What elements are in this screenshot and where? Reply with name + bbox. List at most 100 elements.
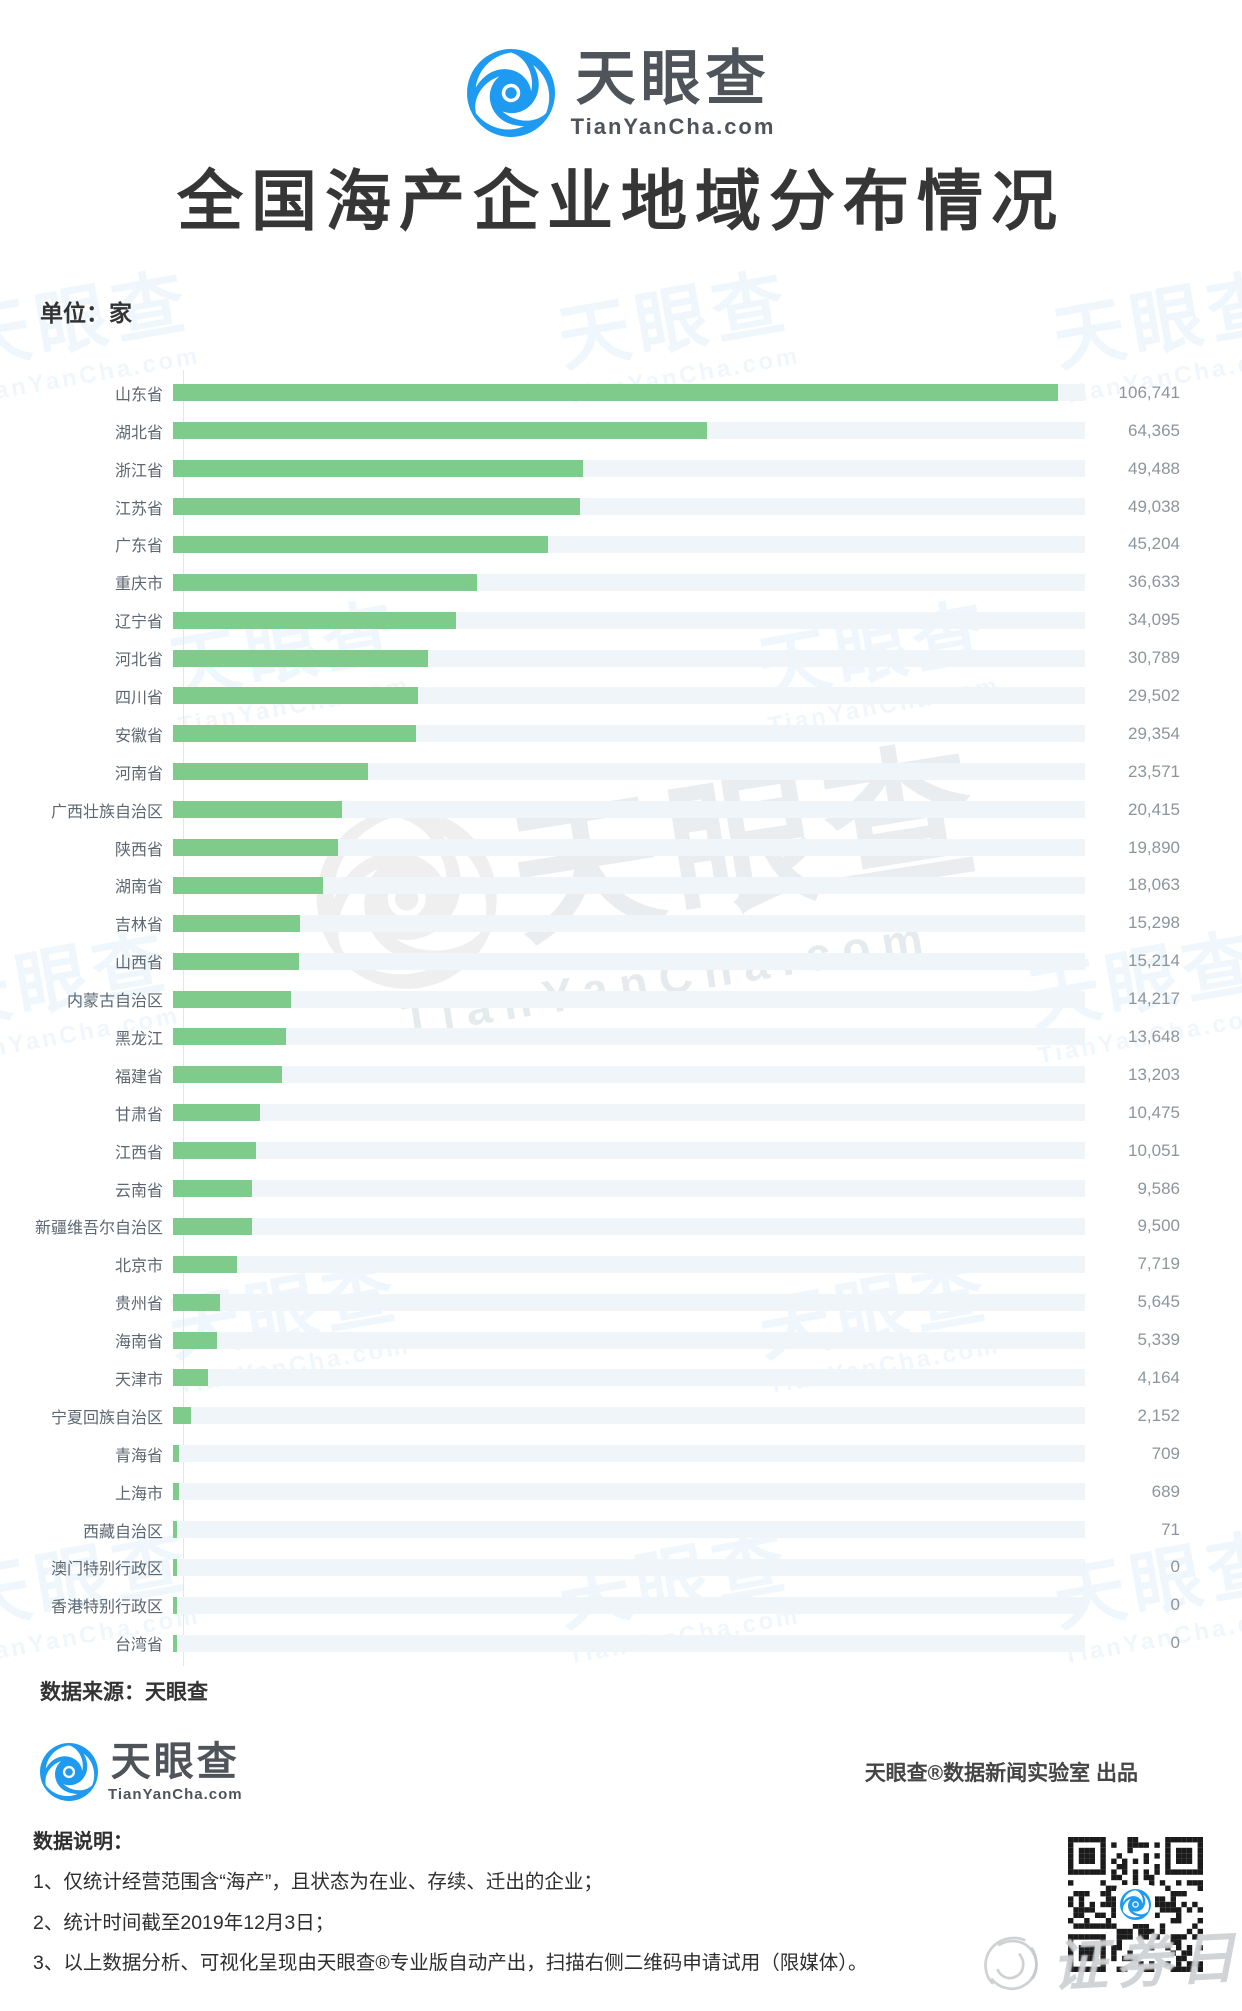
row-value: 19,890	[1128, 837, 1180, 857]
bar-track	[173, 876, 1085, 894]
row-value: 18,063	[1128, 875, 1180, 895]
row-label: 吉林省	[114, 917, 163, 935]
bar-track	[173, 1596, 1085, 1614]
bar	[173, 914, 300, 932]
bar	[173, 990, 291, 1008]
bar	[173, 1255, 237, 1273]
chart-row: 江西省 10,051	[0, 1132, 1242, 1170]
bar	[173, 535, 548, 553]
bar-track	[173, 422, 1085, 440]
bar	[173, 1066, 282, 1084]
tianyancha-swirl-icon	[40, 1743, 98, 1801]
row-label: 天津市	[114, 1371, 163, 1389]
producer-credit: 天眼查®数据新闻实验室 出品	[864, 1761, 1138, 1785]
bar-track	[173, 1558, 1085, 1576]
chart-row: 湖北省 64,365	[0, 412, 1242, 450]
bar-track	[173, 801, 1085, 819]
row-label: 山东省	[114, 386, 163, 404]
row-value: 9,500	[1137, 1216, 1180, 1236]
row-label: 安徽省	[114, 727, 163, 745]
bar-track	[173, 1634, 1085, 1652]
row-label: 云南省	[114, 1182, 163, 1200]
note-line: 2、统计时间截至2019年12月3日；	[33, 1911, 335, 1934]
bar	[173, 725, 416, 743]
tianyancha-logo: 天眼查 TianYanCha.com	[467, 46, 776, 140]
footer: 天眼查 TianYanCha.com 天眼查®数据新闻实验室 出品	[0, 1740, 1242, 1803]
chart-row: 澳门特别行政区 0	[0, 1549, 1242, 1587]
row-value: 10,051	[1128, 1140, 1180, 1160]
bar	[173, 801, 342, 819]
footer-tianyancha-logo: 天眼查 TianYanCha.com	[40, 1740, 243, 1803]
bar-track	[173, 1445, 1085, 1463]
bar-track	[173, 725, 1085, 743]
bar	[173, 498, 580, 515]
row-value: 7,719	[1137, 1254, 1180, 1274]
bar-track	[173, 1331, 1085, 1349]
row-label: 重庆市	[114, 576, 163, 594]
chart-row: 云南省 9,586	[0, 1170, 1242, 1208]
bar	[173, 1483, 179, 1501]
chart-row: 西藏自治区 71	[0, 1511, 1242, 1549]
bar-track	[173, 990, 1085, 1008]
row-value: 4,164	[1137, 1367, 1180, 1387]
row-label: 台湾省	[114, 1637, 163, 1655]
row-label: 西藏自治区	[82, 1523, 163, 1541]
chart-row: 海南省 5,339	[0, 1321, 1242, 1359]
row-value: 0	[1170, 1595, 1180, 1615]
row-label: 湖北省	[114, 424, 163, 442]
row-value: 0	[1170, 1557, 1180, 1577]
bar-track	[173, 763, 1085, 781]
row-label: 广东省	[114, 538, 163, 556]
row-value: 9,586	[1137, 1178, 1180, 1198]
bar	[173, 1558, 177, 1576]
bar-track	[173, 687, 1085, 705]
row-value: 23,571	[1128, 761, 1180, 781]
brand-name: 天眼查	[575, 45, 771, 112]
qr-code	[1068, 1837, 1203, 1972]
row-label: 河北省	[114, 652, 163, 670]
bar	[173, 611, 456, 629]
row-value: 15,298	[1128, 913, 1180, 933]
bar-track	[173, 1483, 1085, 1501]
bar-track	[173, 914, 1085, 932]
bar-track	[173, 952, 1085, 970]
chart-row: 浙江省 49,488	[0, 450, 1242, 488]
bar-track	[173, 1180, 1085, 1198]
chart-row: 广西壮族自治区 20,415	[0, 791, 1242, 829]
tianyancha-swirl-icon	[467, 49, 555, 137]
row-value: 15,214	[1128, 951, 1180, 971]
row-value: 29,354	[1128, 723, 1180, 743]
row-label: 河南省	[114, 765, 163, 783]
chart-row: 内蒙古自治区 14,217	[0, 980, 1242, 1018]
row-value: 30,789	[1128, 648, 1180, 668]
bar	[173, 1104, 260, 1122]
bar-track	[173, 1066, 1085, 1084]
bar	[173, 1028, 286, 1046]
note-line: 1、仅统计经营范围含“海产”，且状态为在业、存续、迁出的企业；	[33, 1871, 603, 1894]
row-value: 689	[1151, 1481, 1180, 1501]
chart-row: 宁夏回族自治区 2,152	[0, 1397, 1242, 1435]
bar	[173, 1445, 179, 1463]
row-label: 内蒙古自治区	[66, 993, 163, 1011]
chart-row: 贵州省 5,645	[0, 1283, 1242, 1321]
bar-chart: 山东省 106,741 湖北省 64,365 浙江省 49,488 江苏省 49,038 广东省…	[0, 369, 1242, 1667]
bar-track	[173, 460, 1085, 478]
row-value: 20,415	[1128, 799, 1180, 819]
row-value: 49,488	[1128, 458, 1180, 478]
bar-track	[173, 573, 1085, 591]
chart-row: 新疆维吾尔自治区 9,500	[0, 1207, 1242, 1245]
bar	[173, 1217, 252, 1235]
row-value: 14,217	[1128, 989, 1180, 1009]
chart-row: 重庆市 36,633	[0, 563, 1242, 601]
row-label: 上海市	[114, 1485, 163, 1503]
row-label: 山西省	[114, 955, 163, 973]
bar	[173, 649, 428, 667]
header: 天眼查 TianYanCha.com 全国海产企业地域分布情况	[0, 0, 1242, 240]
row-label: 四川省	[114, 689, 163, 707]
row-label: 福建省	[114, 1068, 163, 1086]
row-label: 澳门特别行政区	[50, 1561, 163, 1579]
row-value: 13,203	[1128, 1064, 1180, 1084]
bar-track	[173, 1293, 1085, 1311]
row-value: 106,741	[1118, 382, 1180, 402]
chart-row: 安徽省 29,354	[0, 715, 1242, 753]
